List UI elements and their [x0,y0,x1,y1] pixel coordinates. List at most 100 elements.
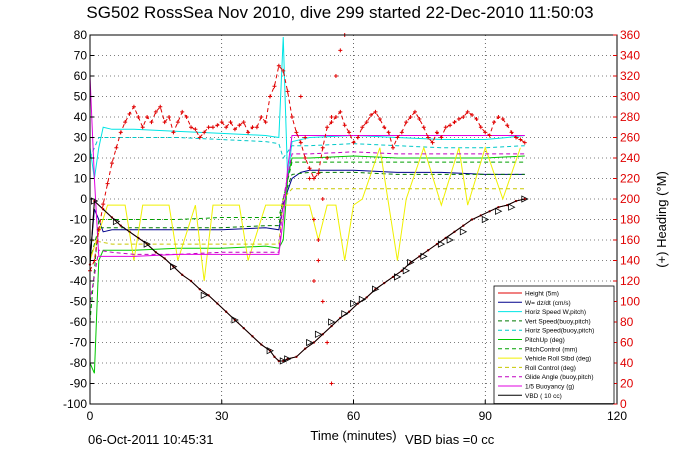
heading-point [307,176,312,181]
heading-point [518,137,523,142]
heading-point [360,125,365,130]
vbd-marker [328,318,336,326]
heading-point [263,120,268,125]
heading-point [250,125,255,130]
heading-point [399,130,404,135]
heading-point [206,125,211,130]
heading-point [96,227,101,232]
y-tick-label: 30 [74,131,88,145]
heading-point [105,181,110,186]
heading-point [338,48,343,53]
heading-point [162,120,167,125]
heading-point [241,120,246,125]
right-y-tick-label: 140 [620,254,640,268]
vbd-marker [407,258,415,267]
heading-point [219,120,224,125]
series-line-heading [89,64,526,271]
heading-point [513,135,518,140]
heading-point [386,130,391,135]
right-y-tick-label: 40 [620,356,634,370]
heading-point [197,135,202,140]
legend-entry: 1/5 Buoyancy (g) [525,384,574,391]
heading-point [298,94,303,99]
y-tick-label: -20 [70,233,88,247]
heading-point [509,130,514,135]
vbd-marker [521,195,529,203]
vbd-marker [314,330,323,338]
legend-entry: W= dz/dt (cm/s) [525,300,571,307]
heading-point [320,299,325,304]
y-tick-label: 40 [74,110,88,124]
heading-point [184,115,189,119]
series-line-pitch-up [89,155,525,374]
right-y-tick-label: 80 [620,315,634,329]
series-line-vehicle-roll [89,146,521,282]
heading-point [193,127,198,132]
heading-point [439,135,444,140]
chart-title: SG502 RossSea Nov 2010, dive 299 started… [86,3,593,22]
vbd-marker [495,207,503,215]
heading-point [333,74,338,78]
y-tick-label: 50 [74,90,88,104]
heading-point [492,120,497,125]
heading-point [470,112,475,117]
heading-point [461,115,466,119]
heading-point [298,140,303,145]
heading-point [404,120,409,125]
x-axis-label: Time (minutes) [310,428,396,443]
heading-point [316,171,321,176]
legend-entry: Horiz Speed(buoy,pitch) [525,328,594,335]
heading-point [118,130,123,135]
heading-point [307,166,312,171]
vbd-marker [508,203,516,211]
heading-point [382,125,387,130]
series-line-horiz-speed-buoy [89,137,525,160]
heading-point [311,217,316,222]
series-line-glide-angle [89,151,525,302]
heading-point [329,381,334,386]
x-tick-label: 90 [479,409,493,423]
legend-entry: VBD ( 10 cc) [525,393,562,400]
heading-point [215,123,220,128]
heading-point [101,202,106,207]
right-y-tick-label: 200 [620,192,640,206]
heading-point [522,140,527,145]
heading-point [377,117,382,122]
heading-point [483,130,488,135]
heading-point [320,197,325,201]
right-axis-label: (+) Heading (°M) [654,171,669,268]
timestamp-footer: 06-Oct-2011 10:45:31 [88,432,214,447]
heading-point [149,120,154,125]
heading-point [496,115,501,119]
x-tick-label: 120 [607,409,627,423]
heading-point [478,125,483,130]
heading-point [127,111,132,116]
y-tick-label: 0 [80,192,87,206]
heading-point [320,145,325,150]
heading-point [311,176,316,181]
heading-point [268,94,273,99]
y-tick-label: 80 [74,28,88,42]
heading-point [325,156,330,160]
heading-point [465,109,470,114]
y-tick-label: 70 [74,49,88,63]
y-tick-label: 20 [74,151,88,165]
legend: Height (5m) W= dz/dt (cm/s) Horiz Speed W,… [493,285,615,404]
legend-entry: PitchUp (deg) [525,337,565,344]
x-tick-label: 30 [215,409,229,423]
heading-point [167,115,172,119]
heading-point [329,115,334,119]
heading-point [487,133,492,138]
heading-point [347,130,352,135]
heading-point [412,109,417,114]
right-y-tick-label: 360 [620,28,640,42]
y-tick-label: -60 [70,315,88,329]
series-line-horiz-speed [89,37,525,179]
heading-point [421,125,426,130]
legend-entry: Horiz Speed W,pitch) [525,309,586,316]
vbd-marker [170,263,178,271]
right-y-tick-label: 0 [620,397,627,411]
heading-point [246,130,251,135]
heading-point [316,238,321,242]
